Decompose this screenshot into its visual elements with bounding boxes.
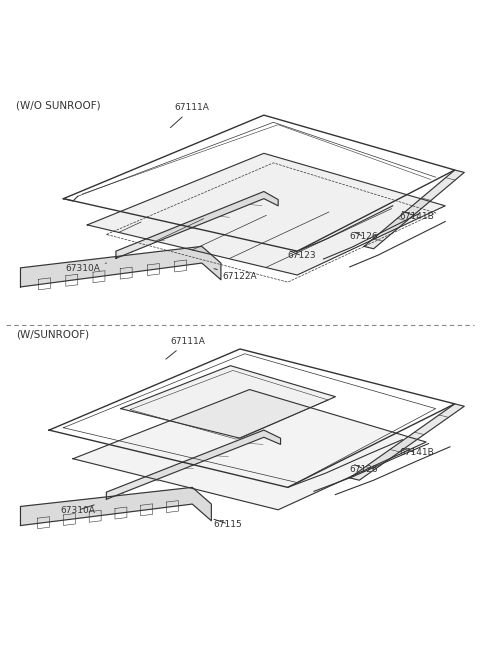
Text: 67126: 67126 bbox=[350, 233, 378, 241]
Polygon shape bbox=[73, 390, 426, 510]
Text: 67115: 67115 bbox=[214, 519, 242, 529]
Text: 67123: 67123 bbox=[288, 252, 316, 260]
Polygon shape bbox=[364, 170, 464, 249]
Text: 67122A: 67122A bbox=[214, 269, 257, 281]
Polygon shape bbox=[350, 404, 464, 480]
Polygon shape bbox=[87, 153, 445, 275]
Text: (W/O SUNROOF): (W/O SUNROOF) bbox=[16, 101, 100, 111]
Text: 67310A: 67310A bbox=[60, 505, 95, 515]
Text: 67310A: 67310A bbox=[65, 263, 107, 273]
Polygon shape bbox=[21, 487, 211, 525]
Polygon shape bbox=[116, 191, 278, 258]
Polygon shape bbox=[107, 430, 281, 499]
Text: 67141B: 67141B bbox=[399, 212, 434, 221]
Text: 67111A: 67111A bbox=[170, 103, 210, 128]
Polygon shape bbox=[21, 246, 221, 287]
Text: 67126: 67126 bbox=[350, 464, 378, 474]
Text: 67111A: 67111A bbox=[166, 337, 205, 359]
Text: (W/SUNROOF): (W/SUNROOF) bbox=[16, 330, 89, 340]
Polygon shape bbox=[120, 365, 336, 438]
Text: 67141B: 67141B bbox=[399, 449, 434, 457]
